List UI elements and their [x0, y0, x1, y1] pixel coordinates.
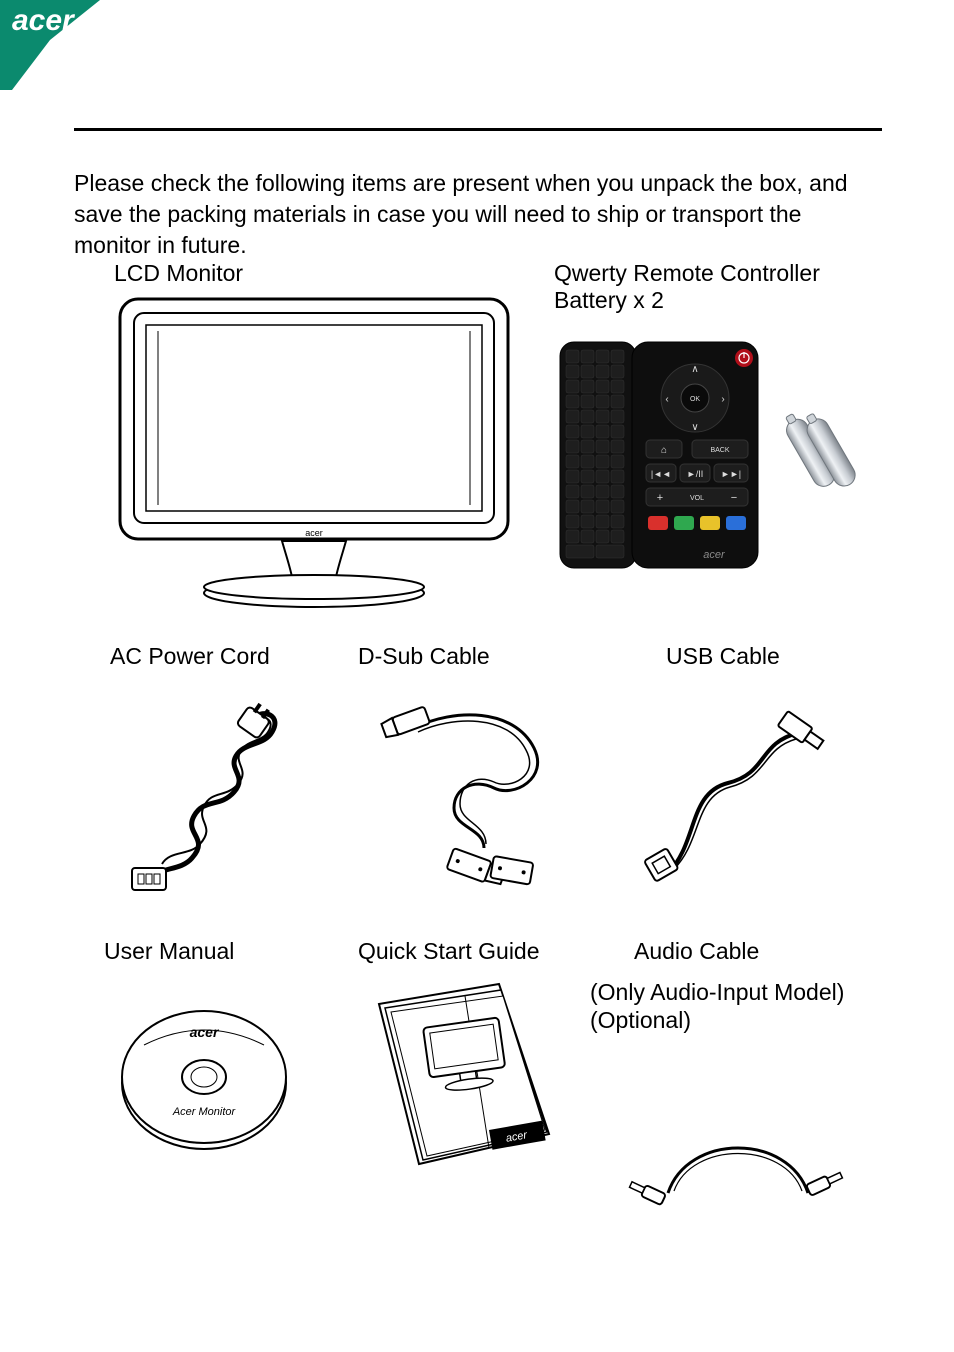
svg-text:⌂: ⌂: [661, 445, 667, 456]
brand-banner: acer: [0, 0, 140, 90]
svg-text:∧: ∧: [691, 364, 698, 375]
item-quick-start: Quick Start Guide: [334, 938, 594, 1258]
svg-text:−: −: [731, 492, 737, 504]
label-audio-cable: Audio Cable: [634, 938, 882, 965]
svg-text:›: ›: [721, 394, 724, 405]
contents-grid: LCD Monitor acer Qwerty Remote: [74, 260, 882, 1258]
item-dsub: D-Sub Cable: [334, 643, 594, 908]
illustration-batteries: [772, 401, 862, 516]
disc-title: Acer Monitor: [172, 1106, 237, 1118]
intro-text: Please check the following items are pre…: [74, 168, 882, 261]
svg-text:‹: ‹: [665, 394, 668, 405]
illustration-audio-cable: [594, 1058, 882, 1258]
row-3: User Manual acer Acer Monitor Quick Star…: [74, 938, 882, 1258]
item-remote: Qwerty Remote Controller Battery x 2: [554, 260, 882, 613]
illustration-user-manual: acer Acer Monitor: [74, 979, 334, 1179]
illustration-remote: OK ∧ ∨ ‹ › ⌂ BACK |◄◄ ►/II ►►|: [554, 338, 764, 578]
illustration-dsub: [334, 688, 594, 908]
svg-text:►/II: ►/II: [687, 469, 703, 479]
note-audio-cable: (Only Audio-Input Model) (Optional): [590, 979, 882, 1034]
brand-logo-text: acer: [12, 4, 76, 37]
row-2: AC Power Cord: [74, 643, 882, 908]
item-ac-cord: AC Power Cord: [74, 643, 334, 908]
svg-text:OK: OK: [690, 396, 700, 403]
svg-text:acer: acer: [305, 528, 323, 538]
item-usb: USB Cable: [594, 643, 882, 908]
svg-text:BACK: BACK: [710, 447, 729, 454]
item-monitor: LCD Monitor acer: [74, 260, 554, 613]
svg-text:+: +: [657, 492, 663, 504]
label-dsub: D-Sub Cable: [358, 643, 594, 670]
label-monitor: LCD Monitor: [114, 260, 554, 287]
illustration-ac-cord: [74, 688, 334, 908]
label-remote: Qwerty Remote Controller Battery x 2: [554, 260, 882, 314]
svg-text:►►|: ►►|: [721, 469, 741, 479]
label-usb: USB Cable: [666, 643, 882, 670]
disc-brand: acer: [190, 1024, 220, 1040]
label-ac-cord: AC Power Cord: [110, 643, 334, 670]
row-1: LCD Monitor acer Qwerty Remote: [74, 260, 882, 613]
section-rule: [74, 128, 882, 131]
svg-text:|◄◄: |◄◄: [651, 469, 671, 479]
illustration-quick-start: acer: [334, 979, 594, 1179]
label-user-manual: User Manual: [104, 938, 334, 965]
item-audio-cable: Audio Cable (Only Audio-Input Model) (Op…: [594, 938, 882, 1258]
illustration-usb: [594, 688, 882, 908]
illustration-monitor: acer: [74, 293, 554, 613]
svg-text:acer: acer: [703, 549, 726, 561]
label-quick-start: Quick Start Guide: [358, 938, 594, 965]
svg-text:VOL: VOL: [690, 495, 704, 502]
item-user-manual: User Manual acer Acer Monitor: [74, 938, 334, 1258]
svg-text:∨: ∨: [691, 422, 698, 433]
